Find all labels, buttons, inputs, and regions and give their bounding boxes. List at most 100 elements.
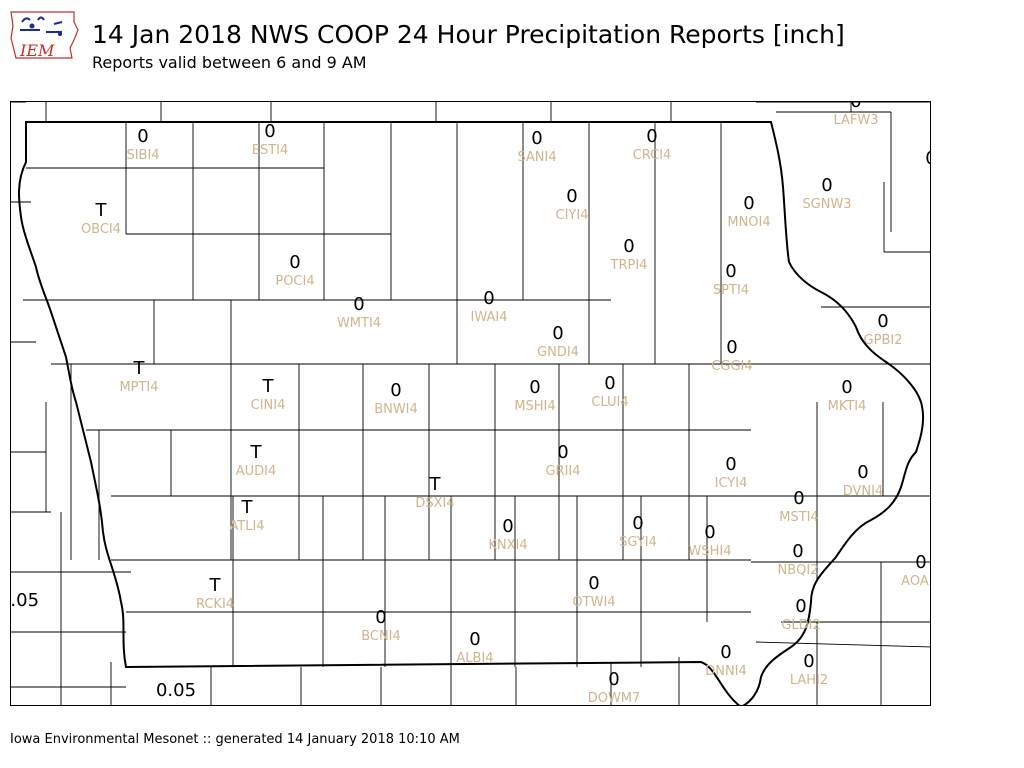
station-value: 0 bbox=[353, 294, 364, 315]
station-value: 0 bbox=[137, 126, 148, 147]
station-value: 0 bbox=[792, 541, 803, 562]
station-id-label: MPTI4 bbox=[119, 380, 158, 395]
station-id-label: DSXI4 bbox=[415, 496, 454, 511]
station-id-label: BCNI4 bbox=[361, 629, 401, 644]
station-value: 0 bbox=[566, 186, 577, 207]
station-value: 0 bbox=[725, 261, 736, 282]
station-id-label: CIYI4 bbox=[556, 208, 589, 223]
station-value: 0 bbox=[841, 377, 852, 398]
station-value: 0 bbox=[502, 516, 513, 537]
station-value: T bbox=[241, 497, 254, 518]
station-layer: 0SIBI40ESTI40SANI40CRCI40LAFW3TOBCI40CIY… bbox=[11, 102, 931, 705]
station-id-label: OTWI4 bbox=[572, 595, 615, 610]
station-value: 0 bbox=[803, 651, 814, 672]
station-value: 0 bbox=[793, 488, 804, 509]
station-value: 0 bbox=[743, 193, 754, 214]
station-lafw3: 0LAFW3 bbox=[833, 102, 878, 128]
station-id-label: CLUI4 bbox=[591, 395, 628, 410]
station-value: 0 bbox=[588, 573, 599, 594]
county-boundaries bbox=[11, 102, 930, 705]
station-value: T bbox=[429, 474, 442, 495]
station-id-label: GPBI2 bbox=[864, 333, 903, 348]
map-value-edge-top-right: 0 bbox=[925, 148, 931, 169]
station-value: T bbox=[95, 200, 108, 221]
station-value: T bbox=[262, 376, 275, 397]
station-id-label: ESTI4 bbox=[252, 143, 289, 158]
station-id-label: LAFW3 bbox=[833, 113, 878, 128]
station-value: T bbox=[133, 358, 146, 379]
iem-logo: IEM bbox=[8, 8, 80, 66]
map-value-edge-south: 0.05 bbox=[156, 680, 196, 701]
station-id-label: MSTI4 bbox=[779, 510, 819, 525]
station-id-label: GRII4 bbox=[545, 464, 580, 479]
station-id-label: GNDI4 bbox=[537, 345, 579, 360]
station-value: 0 bbox=[390, 380, 401, 401]
station-value: 0 bbox=[623, 236, 634, 257]
station-value: 0 bbox=[375, 607, 386, 628]
station-id-label: MNOI4 bbox=[727, 215, 770, 230]
page-title: 14 Jan 2018 NWS COOP 24 Hour Precipitati… bbox=[92, 20, 845, 49]
station-id-label: ICYI4 bbox=[715, 476, 748, 491]
station-value: 0 bbox=[726, 337, 737, 358]
station-value: 0 bbox=[557, 442, 568, 463]
station-id-label: KNXI4 bbox=[488, 538, 527, 553]
station-id-label: NBQI2 bbox=[778, 563, 819, 578]
station-value: 0 bbox=[604, 373, 615, 394]
station-id-label: SGYI4 bbox=[619, 535, 657, 550]
station-id-label: SPTI4 bbox=[713, 283, 749, 298]
station-id-label: CGGI4 bbox=[711, 359, 752, 374]
station-id-label: POCI4 bbox=[275, 274, 314, 289]
station-id-label: IWAI4 bbox=[471, 310, 508, 325]
station-value: 0 bbox=[469, 629, 480, 650]
station-id-label: AOAI2 bbox=[901, 574, 931, 589]
station-value: T bbox=[250, 442, 263, 463]
station-value: 0 bbox=[632, 513, 643, 534]
station-id-label: TRPI4 bbox=[610, 258, 648, 273]
station-value: 0 bbox=[704, 522, 715, 543]
station-value: 0 bbox=[915, 552, 926, 573]
station-value: 0 bbox=[608, 669, 619, 690]
station-id-label: MSHI4 bbox=[514, 399, 555, 414]
map-value-edge-west: 0.05 bbox=[11, 590, 39, 611]
station-id-label: DNNI4 bbox=[705, 664, 747, 679]
station-value: 0 bbox=[646, 126, 657, 147]
station-value: 0 bbox=[877, 311, 888, 332]
station-id-label: CRCI4 bbox=[633, 148, 672, 163]
station-id-label: SIBI4 bbox=[126, 148, 159, 163]
station-aoai2: 0AOAI2 bbox=[901, 552, 931, 589]
station-value: 0 bbox=[725, 454, 736, 475]
station-value: 0 bbox=[720, 642, 731, 663]
station-value: T bbox=[209, 575, 222, 596]
logo-text: IEM bbox=[19, 41, 55, 60]
station-id-label: ATLI4 bbox=[229, 519, 264, 534]
